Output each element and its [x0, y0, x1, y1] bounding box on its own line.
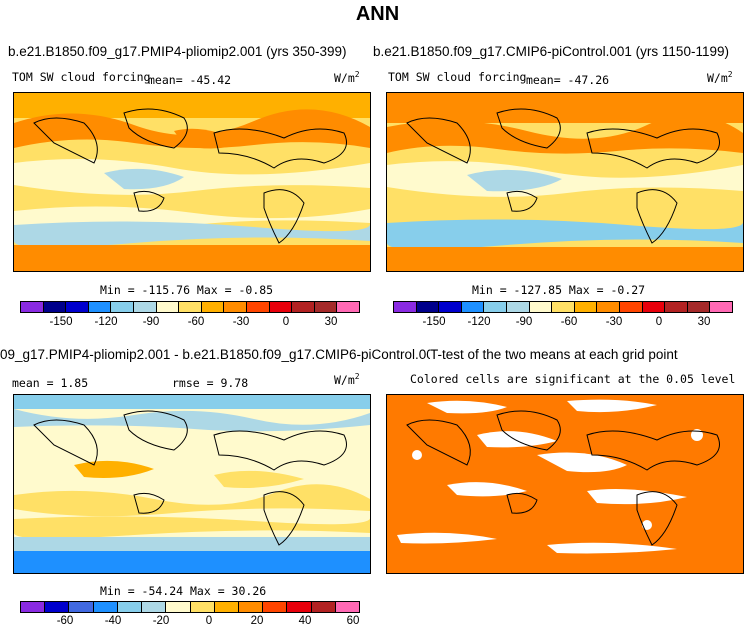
colorbar-swatch [335, 602, 360, 612]
panel1-map [13, 92, 371, 272]
colorbar-swatch [224, 302, 247, 312]
colorbar-swatch [710, 302, 732, 312]
colorbar-tick: -120 [94, 316, 118, 328]
colorbar-tick: -30 [605, 316, 623, 328]
colorbar-swatch [416, 302, 440, 312]
panel1-mean-label: mean= -45.42 [148, 73, 232, 87]
colorbar-swatch [269, 302, 293, 312]
colorbar-swatch [311, 602, 336, 612]
colorbar-swatch [21, 302, 44, 312]
colorbar-swatch [69, 602, 94, 612]
panel3-mean-label: mean = 1.85 [12, 376, 89, 390]
colorbar-tick: -150 [49, 316, 73, 328]
panel1-colorbar [20, 301, 360, 313]
colorbar-swatch [201, 302, 225, 312]
panel1-minmax: Min = -115.76 Max = -0.85 [100, 283, 274, 297]
colorbar-swatch [133, 302, 157, 312]
panel3-map [13, 394, 371, 574]
colorbar-tick: 0 [655, 316, 663, 328]
colorbar-swatch [66, 302, 89, 312]
colorbar-tick: -30 [232, 316, 250, 328]
colorbar-swatch [506, 302, 530, 312]
panel2-units: W/m2 [707, 70, 733, 85]
colorbar-swatch [142, 602, 167, 612]
colorbar-swatch [21, 602, 46, 612]
colorbar-tick: 40 [298, 615, 312, 627]
colorbar-swatch [665, 302, 688, 312]
panel4-subtitle: Colored cells are significant at the 0.0… [410, 372, 736, 386]
panel3-colorbar [20, 601, 360, 613]
colorbar-tick: 0 [205, 615, 213, 627]
colorbar-swatch [111, 302, 134, 312]
colorbar-swatch [529, 302, 553, 312]
colorbar-swatch [190, 602, 215, 612]
colorbar-swatch [179, 302, 202, 312]
colorbar-tick: -60 [560, 316, 578, 328]
panel3-minmax: Min = -54.24 Max = 30.26 [100, 584, 267, 598]
colorbar-swatch [314, 302, 338, 312]
colorbar-tick: -120 [467, 316, 491, 328]
colorbar-tick: -60 [187, 316, 205, 328]
colorbar-swatch [88, 302, 112, 312]
panel1-title: b.e21.B1850.f09_g17.PMIP4-pliomip2.001 (… [8, 44, 347, 59]
colorbar-swatch [43, 302, 67, 312]
colorbar-swatch [292, 302, 315, 312]
colorbar-swatch [117, 602, 143, 612]
colorbar-swatch [337, 302, 359, 312]
colorbar-swatch [552, 302, 575, 312]
panel2-title: b.e21.B1850.f09_g17.CMIP6-piControl.001 … [373, 44, 729, 59]
colorbar-swatch [93, 602, 118, 612]
colorbar-tick: 30 [697, 316, 711, 328]
panel2-map [386, 92, 744, 272]
panel1-units: W/m2 [334, 70, 360, 85]
colorbar-swatch [484, 302, 507, 312]
colorbar-swatch [642, 302, 666, 312]
panel2-minmax: Min = -127.85 Max = -0.27 [472, 283, 646, 297]
colorbar-tick: 30 [324, 316, 338, 328]
colorbar-tick: -90 [515, 316, 533, 328]
panel3-rmse-label: rmse = 9.78 [172, 376, 249, 390]
colorbar-tick: -20 [152, 615, 170, 627]
panel2-colorbar [393, 301, 733, 313]
panel4-map [386, 394, 744, 574]
panel1-variable-label: TOM SW cloud forcing [12, 70, 151, 84]
colorbar-swatch [166, 602, 191, 612]
panel3-units: W/m2 [334, 372, 360, 387]
colorbar-tick: 60 [346, 615, 360, 627]
colorbar-swatch [214, 602, 239, 612]
colorbar-tick: 20 [250, 615, 264, 627]
colorbar-swatch [246, 302, 270, 312]
colorbar-swatch [574, 302, 598, 312]
colorbar-swatch [394, 302, 417, 312]
colorbar-swatch [45, 602, 70, 612]
colorbar-tick: -150 [422, 316, 446, 328]
colorbar-tick: -40 [104, 615, 122, 627]
panel4-title: T-test of the two means at each grid poi… [430, 347, 678, 362]
panel3-title: 09_g17.PMIP4-pliomip2.001 - b.e21.B1850.… [0, 347, 430, 362]
panel2-mean-label: mean= -47.26 [526, 73, 610, 87]
colorbar-swatch [461, 302, 485, 312]
colorbar-swatch [156, 302, 180, 312]
figure-title: ANN [355, 3, 400, 25]
colorbar-swatch [238, 602, 264, 612]
colorbar-tick: 0 [282, 316, 290, 328]
colorbar-swatch [439, 302, 462, 312]
colorbar-tick: -60 [56, 615, 74, 627]
colorbar-swatch [263, 602, 288, 612]
panel2-variable-label: TOM SW cloud forcing [388, 70, 527, 84]
colorbar-swatch [287, 602, 312, 612]
colorbar-tick: -90 [142, 316, 160, 328]
colorbar-swatch [687, 302, 711, 312]
colorbar-swatch [597, 302, 620, 312]
colorbar-swatch [619, 302, 643, 312]
